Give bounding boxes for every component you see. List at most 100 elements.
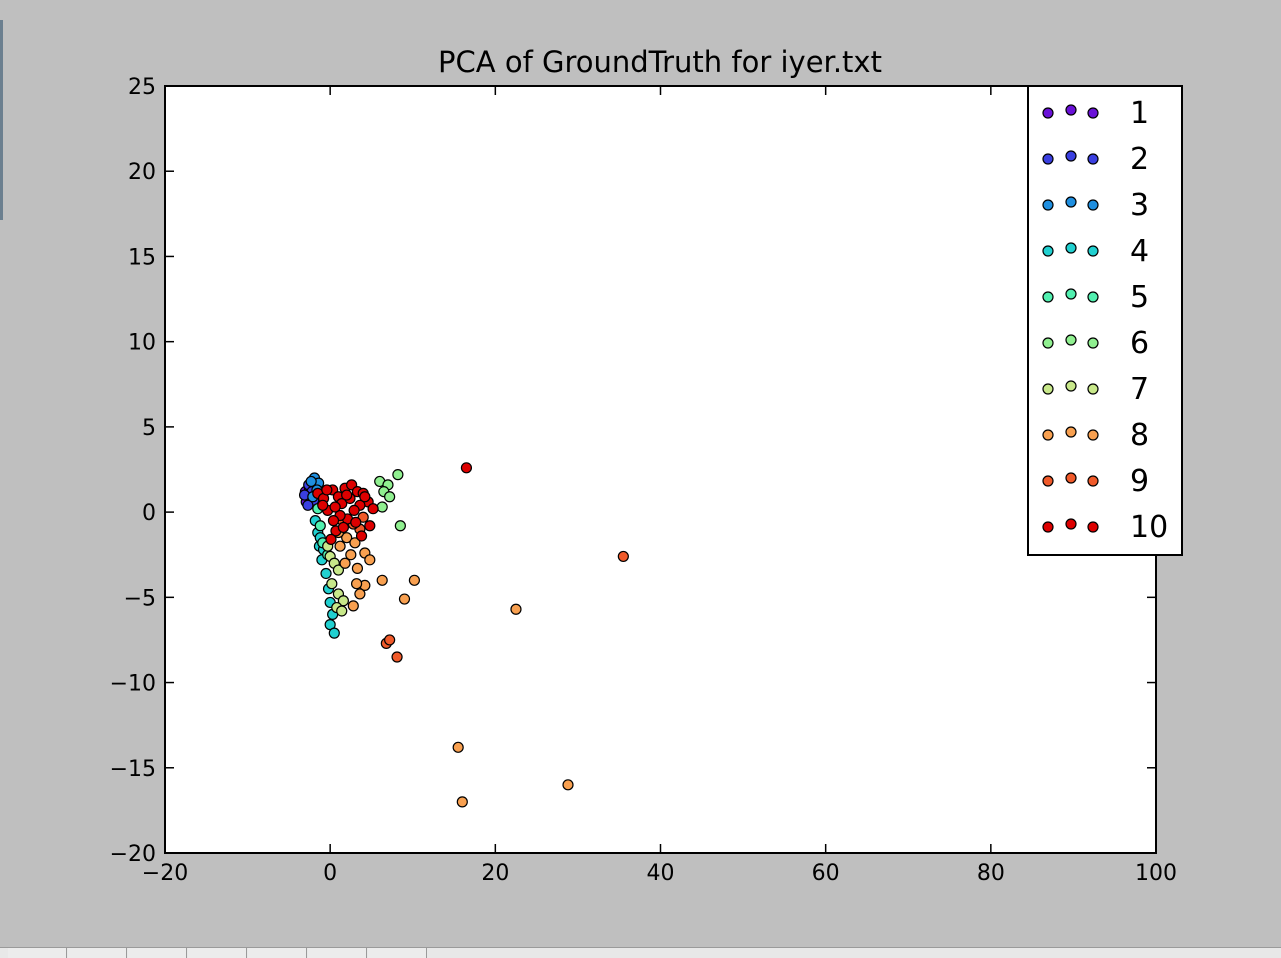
scatter-point-series-8 — [350, 578, 363, 590]
y-tick-label: 15 — [128, 245, 156, 270]
plot-area — [164, 85, 1157, 854]
legend-marker — [1087, 199, 1099, 211]
scatter-point-series-8 — [339, 557, 351, 569]
scatter-point-series-8 — [364, 554, 376, 566]
scatter-point-series-10 — [460, 462, 473, 474]
chart-title: PCA of GroundTruth for iyer.txt — [438, 45, 882, 79]
scatter-point-series-8 — [562, 779, 574, 791]
scatter-point-series-4 — [320, 567, 332, 580]
legend-box — [1027, 85, 1183, 556]
x-tick-label: 40 — [647, 861, 675, 886]
legend-label: 4 — [1130, 234, 1149, 269]
legend: 1 2 3 4 5 6 7 8 9 10 — [1027, 85, 1183, 556]
scatter-point-series-8 — [354, 588, 366, 600]
legend-marker — [1087, 107, 1099, 119]
scatter-point-series-8 — [376, 574, 388, 586]
toolbar-button[interactable] — [248, 948, 307, 958]
scatter-point-series-10 — [359, 491, 371, 503]
scatter-point-series-7 — [326, 578, 338, 590]
legend-marker — [1065, 150, 1077, 162]
scatter-point-series-7 — [336, 605, 348, 617]
scatter-point-series-8 — [349, 537, 361, 549]
legend-marker — [1087, 429, 1099, 441]
scatter-point-series-8 — [347, 600, 359, 612]
legend-marker — [1042, 521, 1054, 533]
toolbar-button[interactable] — [308, 948, 367, 958]
legend-marker — [1042, 245, 1054, 257]
x-tick-label: 60 — [812, 861, 840, 886]
scatter-point-series-3 — [305, 475, 317, 488]
legend-label: 6 — [1130, 326, 1149, 361]
scatter-point-series-6 — [394, 520, 406, 532]
scatter-point-series-10 — [337, 521, 349, 534]
legend-label: 2 — [1130, 142, 1149, 177]
x-tick-label: 0 — [323, 861, 337, 886]
legend-marker — [1042, 153, 1054, 165]
scatter-point-series-9 — [391, 651, 403, 663]
y-tick-label: −15 — [110, 757, 156, 782]
scatter-point-series-10 — [364, 520, 376, 532]
scatter-point-series-10 — [317, 499, 329, 511]
scatter-point-series-6 — [384, 491, 396, 503]
legend-marker — [1042, 337, 1054, 349]
toolbar-button[interactable] — [8, 948, 67, 958]
legend-marker — [1065, 472, 1077, 484]
y-tick-label: −5 — [124, 586, 156, 611]
scatter-point-series-10 — [355, 530, 368, 542]
legend-label: 10 — [1130, 510, 1168, 545]
legend-marker — [1065, 518, 1077, 530]
data-points — [298, 462, 629, 808]
legend-label: 1 — [1130, 96, 1149, 131]
scatter-point-series-2 — [302, 499, 314, 511]
legend-marker — [1087, 337, 1099, 349]
legend-marker — [1087, 383, 1099, 395]
legend-marker — [1065, 334, 1077, 346]
legend-marker — [1087, 475, 1099, 487]
scatter-point-series-10 — [327, 515, 340, 527]
legend-marker — [1065, 196, 1077, 208]
scatter-point-series-8 — [334, 540, 346, 552]
scatter-point-series-10 — [325, 533, 337, 545]
scatter-point-series-10 — [348, 504, 360, 517]
y-tick-label: 20 — [128, 160, 156, 185]
legend-marker — [1065, 242, 1077, 254]
window-edge — [0, 20, 3, 220]
scatter-point-series-8 — [345, 549, 357, 561]
toolbar-button[interactable] — [368, 948, 427, 958]
y-tick-label: 25 — [128, 75, 156, 100]
x-tick-label: −20 — [142, 861, 188, 886]
legend-marker — [1042, 199, 1054, 211]
legend-label: 8 — [1130, 418, 1149, 453]
scatter-point-series-8 — [351, 562, 364, 574]
scatter-point-series-8 — [398, 593, 411, 605]
y-tick-label: 10 — [128, 331, 156, 356]
scatter-point-series-6 — [392, 469, 404, 481]
x-tick-label: 20 — [481, 861, 509, 886]
scatter-point-series-10 — [367, 503, 379, 515]
scatter-point-series-8 — [452, 741, 464, 753]
x-tick-label: 80 — [977, 861, 1005, 886]
toolbar-button[interactable] — [128, 948, 187, 958]
legend-label: 3 — [1130, 188, 1149, 223]
legend-marker — [1087, 245, 1099, 257]
y-tick-label: −20 — [110, 842, 156, 867]
y-tick-label: 5 — [142, 416, 156, 441]
scatter-point-series-10 — [350, 516, 362, 528]
scatter-point-series-5 — [314, 520, 326, 532]
toolbar-button[interactable] — [188, 948, 247, 958]
legend-marker — [1042, 429, 1054, 441]
legend-marker — [1042, 291, 1054, 303]
x-tick-label: 100 — [1135, 861, 1177, 886]
legend-marker — [1042, 383, 1054, 395]
legend-marker — [1042, 107, 1054, 119]
toolbar-button[interactable] — [68, 948, 127, 958]
y-tick-label: 0 — [142, 501, 156, 526]
scatter-point-series-4 — [328, 627, 340, 639]
scatter-point-series-8 — [408, 574, 421, 586]
legend-label: 7 — [1130, 372, 1149, 407]
legend-marker — [1087, 153, 1099, 165]
scatter-point-series-8 — [456, 796, 468, 808]
scatter-point-series-8 — [341, 532, 353, 544]
